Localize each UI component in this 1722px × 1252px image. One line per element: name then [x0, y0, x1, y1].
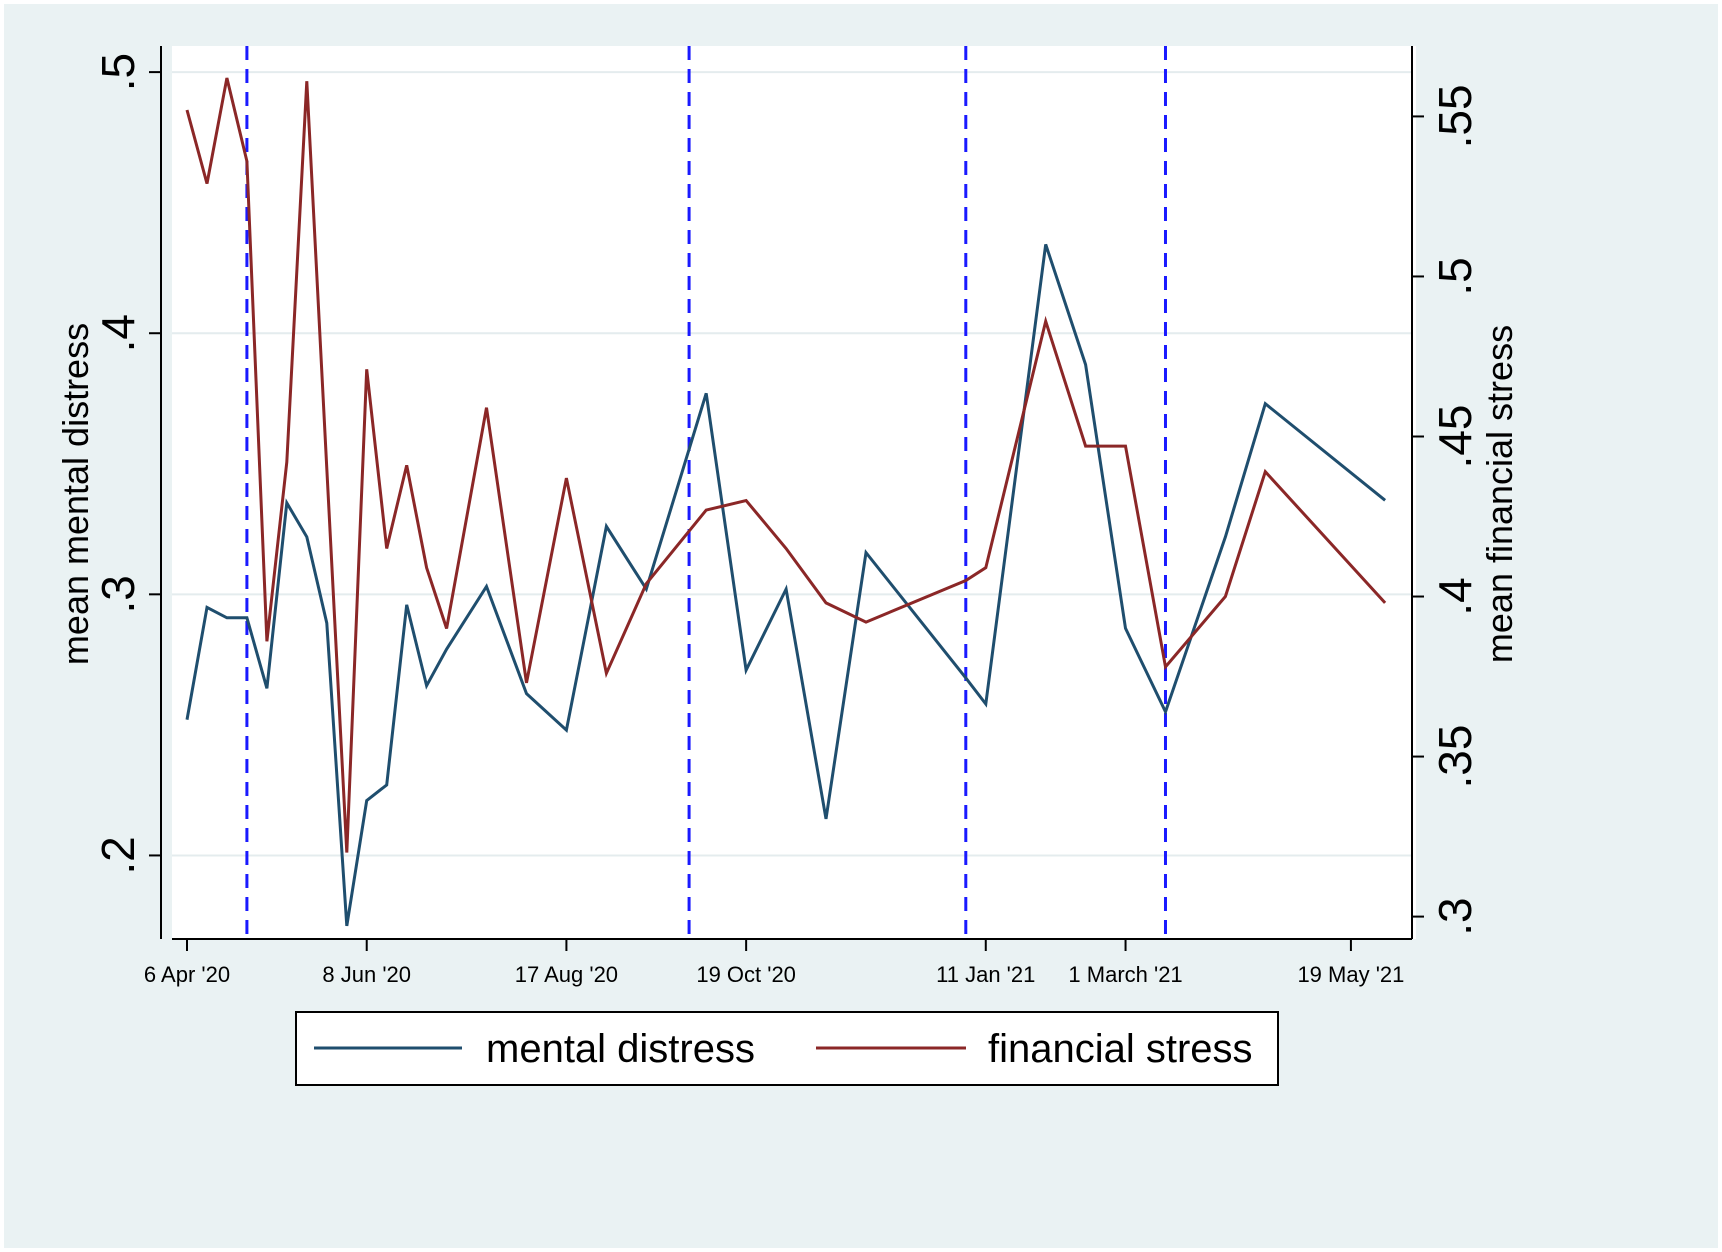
x-tick-label: 6 Apr '20 [144, 962, 230, 987]
y2-tick-label: .35 [1429, 725, 1481, 789]
y-tick-label: .4 [92, 314, 144, 352]
y2-tick-label: .45 [1429, 405, 1481, 469]
legend: mental distress financial stress [295, 1011, 1279, 1086]
left-y-ticks: .2 .3 .4 .5 [92, 53, 161, 875]
x-tick-label: 11 Jan '21 [936, 962, 1035, 987]
legend-label-mental-distress: mental distress [486, 1027, 755, 1071]
x-tick-label: 1 March '21 [1068, 962, 1182, 987]
x-tick-label: 19 Oct '20 [696, 962, 796, 987]
y2-axis-title: mean financial stress [1479, 325, 1520, 663]
right-y-ticks: .3 .35 .4 .45 .5 .55 [1412, 84, 1481, 936]
legend-label-financial-stress: financial stress [988, 1027, 1253, 1071]
y2-tick-label: .55 [1429, 84, 1481, 148]
x-tick-label: 8 Jun '20 [322, 962, 411, 987]
series-line-financial-stress [185, 77, 1387, 853]
y2-tick-label: .3 [1429, 897, 1481, 935]
y-axis-title: mean mental distress [55, 323, 96, 665]
x-tick-label: 19 May '21 [1297, 962, 1404, 987]
y-tick-label: .2 [92, 836, 144, 874]
y2-tick-label: .4 [1429, 577, 1481, 615]
axes [160, 46, 1413, 940]
line-chart: .2 .3 .4 .5 .3 .35 .4 .45 .5 .55 6 Apr '20 8 Jun … [55, 46, 1520, 1086]
y-tick-label: .3 [92, 575, 144, 613]
y-tick-label: .5 [92, 53, 144, 91]
chart-background: .2 .3 .4 .5 .3 .35 .4 .45 .5 .55 6 Apr '20 8 Jun … [4, 4, 1718, 1248]
plot-area [172, 46, 1416, 939]
series-group [185, 77, 1387, 927]
y2-tick-label: .5 [1429, 257, 1481, 295]
x-ticks: 6 Apr '20 8 Jun '20 17 Aug '20 19 Oct '20 11… [144, 939, 1404, 987]
x-tick-label: 17 Aug '20 [515, 962, 618, 987]
series-line-mental-distress [185, 243, 1387, 927]
